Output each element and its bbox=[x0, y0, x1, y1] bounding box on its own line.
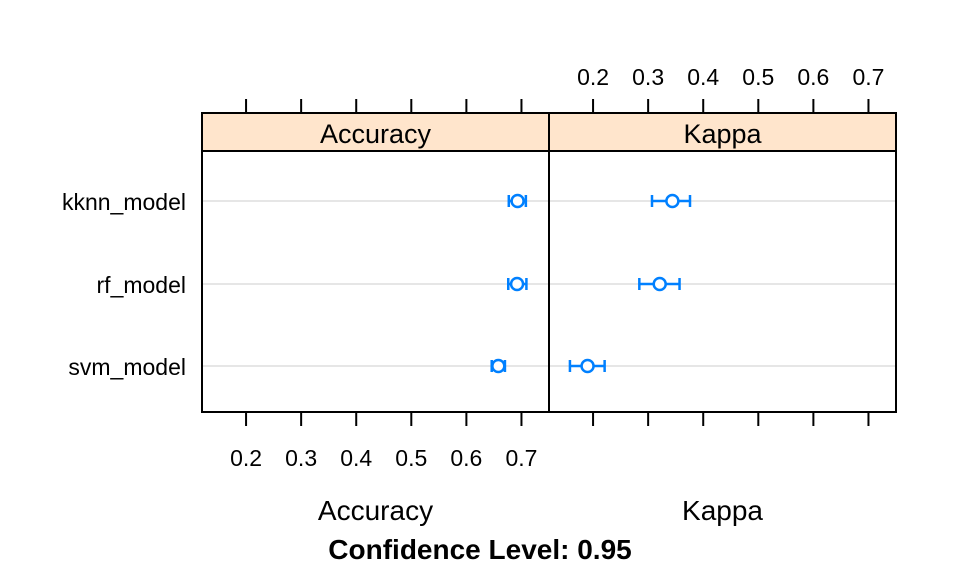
strip-accuracy bbox=[201, 112, 550, 152]
panel-accuracy: Accuracy 0.2 0.3 0.4 0.5 0.6 0.7 bbox=[201, 99, 550, 471]
x-tick-label: 0.2 bbox=[577, 64, 609, 90]
panel-kappa: Kappa 0.2 0.3 0.4 0.5 0.6 0.7 bbox=[548, 64, 897, 426]
x-tick-label: 0.2 bbox=[230, 445, 262, 471]
strip-label-accuracy: Accuracy bbox=[320, 119, 432, 149]
ci-mark-accuracy-svm_model bbox=[490, 358, 507, 374]
xlabel-kappa: Kappa bbox=[682, 495, 763, 526]
point-estimate bbox=[580, 358, 595, 374]
x-tick-label: 0.7 bbox=[852, 64, 884, 90]
x-tick-label: 0.6 bbox=[450, 445, 482, 471]
x-tick-label: 0.5 bbox=[395, 445, 427, 471]
x-tick-label: 0.6 bbox=[797, 64, 829, 90]
x-tick-label: 0.3 bbox=[285, 445, 317, 471]
x-tick-label: 0.7 bbox=[505, 445, 537, 471]
ci-mark-kappa-kknn_model bbox=[650, 193, 692, 209]
point-estimate bbox=[652, 276, 667, 292]
xlabel-accuracy: Accuracy bbox=[318, 495, 433, 526]
point-estimate bbox=[665, 193, 680, 209]
ci-mark-kappa-rf_model bbox=[638, 276, 681, 292]
confidence-caption: Confidence Level: 0.95 bbox=[328, 534, 631, 565]
x-tick-label: 0.3 bbox=[632, 64, 664, 90]
category-label: kknn_model bbox=[62, 189, 186, 215]
x-tick-label: 0.4 bbox=[340, 445, 372, 471]
point-estimate bbox=[491, 358, 506, 374]
x-tick-label: 0.5 bbox=[742, 64, 774, 90]
ci-mark-accuracy-rf_model bbox=[506, 276, 528, 292]
labels-layer: Accuracy Kappa kknn_model rf_model svm_model… bbox=[62, 189, 763, 565]
point-estimate bbox=[510, 193, 525, 209]
strip-label-kappa: Kappa bbox=[683, 119, 762, 149]
panels-layer: Accuracy 0.2 0.3 0.4 0.5 0.6 0.7 Kappa 0.2 0.3 0.4… bbox=[201, 64, 897, 471]
ci-mark-kappa-svm_model bbox=[568, 358, 606, 374]
ci-mark-accuracy-kknn_model bbox=[507, 193, 528, 209]
category-label: rf_model bbox=[97, 272, 186, 298]
category-label: svm_model bbox=[68, 354, 186, 380]
point-estimate bbox=[509, 276, 525, 292]
panel-frame-kappa bbox=[548, 150, 897, 413]
strip-kappa bbox=[548, 112, 897, 152]
x-tick-label: 0.4 bbox=[687, 64, 719, 90]
